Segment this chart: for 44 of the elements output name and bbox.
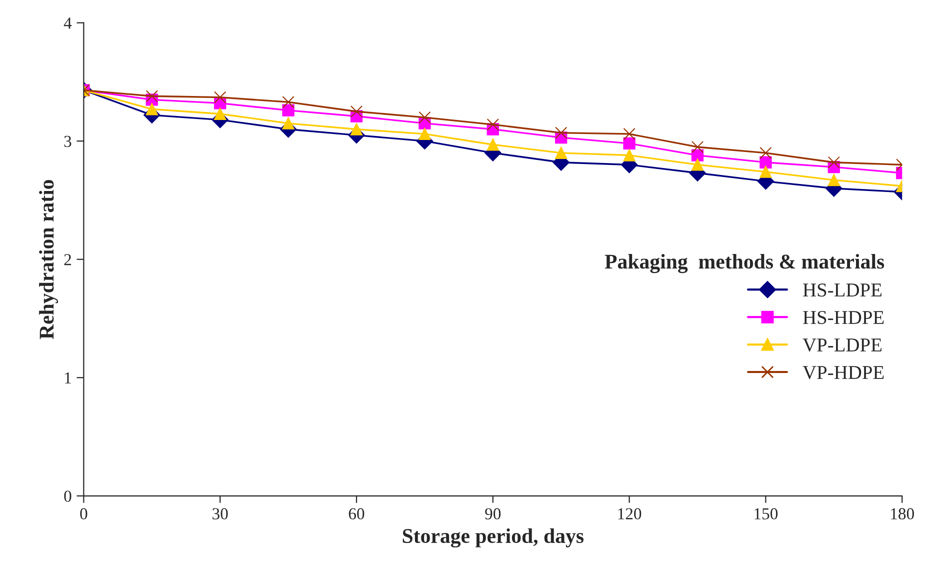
y-tick-label: 0 [64, 490, 72, 502]
legend-title: Pakaging methods & materials [604, 254, 884, 274]
x-tick-label: 60 [348, 508, 364, 520]
legend-label: HS-LDPE [803, 284, 882, 297]
x-tick-label: 0 [80, 508, 88, 520]
x-tick-label: 180 [891, 508, 914, 520]
point [418, 111, 431, 124]
point [282, 96, 294, 108]
legend-label: VP-HDPE [802, 366, 884, 380]
legend-label: VP-LDPE [802, 338, 882, 352]
point [146, 90, 158, 102]
point [146, 103, 158, 116]
point [214, 108, 226, 120]
point [486, 118, 499, 131]
point [760, 166, 772, 178]
point [828, 174, 840, 186]
y-tick-label: 2 [64, 254, 71, 266]
point [760, 146, 772, 159]
point [623, 149, 636, 162]
point [555, 126, 568, 139]
x-axis-title: Storage period, days [402, 528, 584, 548]
point [214, 91, 226, 104]
point [760, 156, 772, 168]
point [418, 128, 431, 140]
point [828, 156, 840, 168]
x-tick-label: 150 [754, 508, 778, 520]
point [623, 128, 636, 140]
point [282, 104, 294, 116]
point [350, 105, 363, 118]
y-tick-label: 1 [65, 372, 71, 384]
point [486, 138, 499, 151]
y-tick-label: 4 [64, 18, 72, 29]
x-tick-label: 30 [212, 508, 228, 520]
x-tick-label: 120 [618, 508, 642, 520]
point [350, 123, 363, 136]
legend-label: HS-HDPE [803, 311, 884, 324]
point [691, 158, 704, 171]
point [623, 137, 636, 150]
y-axis-title: Rehydration ratio [39, 180, 58, 340]
x-tick-label: 90 [485, 508, 501, 520]
point [555, 146, 568, 159]
y-tick-label: 3 [64, 136, 72, 148]
point [691, 140, 704, 154]
point [282, 117, 294, 130]
